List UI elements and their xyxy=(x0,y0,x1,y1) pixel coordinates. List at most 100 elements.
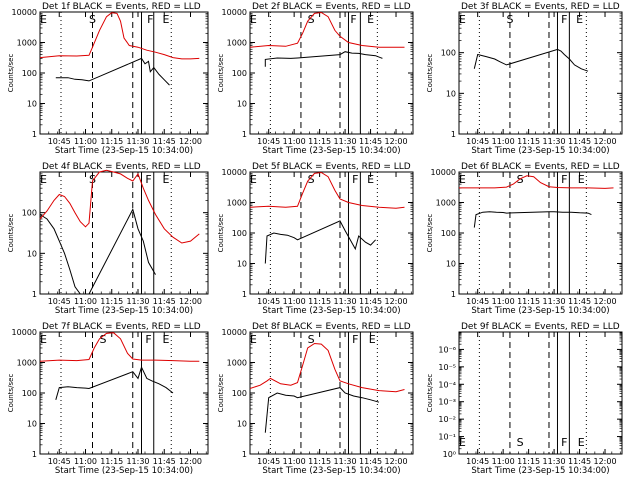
marker-e: E xyxy=(367,13,374,26)
plot-frame xyxy=(249,331,414,455)
y-tick-label: 10⁻⁶ xyxy=(438,345,456,354)
y-tick-label: 100 xyxy=(22,209,37,218)
panel-title: Det 2f BLACK = Events, RED = LLD xyxy=(252,2,411,12)
series-events xyxy=(55,365,174,400)
x-tick-label: 11:30 xyxy=(334,457,357,466)
x-tick-label: 11:00 xyxy=(492,297,515,306)
series-lld xyxy=(249,11,405,48)
y-axis-label: Counts/sec xyxy=(217,214,225,253)
panel-det-5: Det 5f BLACK = Events, RED = LLD 1 10 100 10… xyxy=(217,162,414,316)
panel-det-7: Det 7f BLACK = Events, RED = LLD 1 10 100 10… xyxy=(7,322,209,476)
marker-e: E xyxy=(250,173,257,186)
y-tick-label: 10 xyxy=(446,260,456,269)
x-tick-label: 11:45 xyxy=(153,137,176,146)
marker-e: E xyxy=(459,436,466,449)
y-tick-label: 10 xyxy=(446,89,456,98)
marker-e: E xyxy=(367,173,374,186)
x-tick-label: 11:45 xyxy=(153,297,176,306)
x-tick-label: 12:00 xyxy=(179,297,202,306)
series-events xyxy=(55,57,170,86)
marker-f: F xyxy=(147,13,153,26)
series-events xyxy=(473,211,592,228)
plot-frame xyxy=(458,11,623,135)
y-tick-label: 1 xyxy=(32,450,37,459)
marker-s: S xyxy=(517,436,524,449)
marker-e: E xyxy=(578,173,585,186)
x-tick-label: 10:45 xyxy=(466,457,489,466)
series-events xyxy=(39,208,156,295)
y-tick-label: 100 xyxy=(441,229,456,238)
x-tick-label: 10:45 xyxy=(48,457,71,466)
x-tick-label: 11:45 xyxy=(568,457,591,466)
marker-f: F xyxy=(145,333,151,346)
marker-e: E xyxy=(163,333,170,346)
y-tick-label: 1000 xyxy=(227,199,247,208)
x-tick-label: 11:00 xyxy=(74,457,97,466)
y-axis-label: Counts/sec xyxy=(426,54,434,93)
marker-f: F xyxy=(561,173,567,186)
x-tick-label: 10:45 xyxy=(257,457,280,466)
x-tick-label: 12:00 xyxy=(593,137,616,146)
x-tick-label: 12:00 xyxy=(179,137,202,146)
panel-det-6: Det 6f BLACK = Events, RED = LLD 1 10 100 10… xyxy=(426,162,623,316)
marker-s: S xyxy=(100,333,107,346)
series-lld xyxy=(249,171,405,209)
panel-det-9: Det 9f BLACK = Events, RED = LLD 10⁰ 10⁻¹ 1… xyxy=(426,322,623,476)
series-events xyxy=(264,220,376,264)
x-tick-label: 11:15 xyxy=(308,457,331,466)
y-tick-label: 1 xyxy=(451,130,456,139)
y-tick-label: 10 xyxy=(27,100,37,109)
x-tick-label: 11:15 xyxy=(100,457,123,466)
marker-s: S xyxy=(308,173,315,186)
x-axis-label: Start Time (23-Sep-15 10:34:00) xyxy=(262,306,400,316)
y-axis-label: Counts/sec xyxy=(7,54,15,93)
x-tick-label: 11:00 xyxy=(283,297,306,306)
marker-e: E xyxy=(578,436,585,449)
x-tick-label: 11:30 xyxy=(334,137,357,146)
x-tick-label: 11:45 xyxy=(359,457,382,466)
y-tick-label: 10⁻¹ xyxy=(438,433,456,442)
series-lld xyxy=(249,342,405,393)
y-axis-label: Counts/sec xyxy=(426,214,434,253)
x-tick-label: 12:00 xyxy=(593,457,616,466)
y-tick-label: 10000 xyxy=(222,8,247,17)
x-tick-label: 11:00 xyxy=(283,457,306,466)
x-tick-label: 10:45 xyxy=(257,297,280,306)
y-tick-label: 100 xyxy=(232,69,247,78)
marker-e: E xyxy=(163,173,170,186)
series-events xyxy=(473,48,589,72)
x-tick-label: 11:15 xyxy=(517,137,540,146)
y-tick-label: 100 xyxy=(22,69,37,78)
x-tick-label: 11:00 xyxy=(74,297,97,306)
x-tick-label: 11:30 xyxy=(543,297,566,306)
series-events xyxy=(264,387,380,433)
x-tick-label: 11:30 xyxy=(543,137,566,146)
y-tick-label: 1 xyxy=(242,290,247,299)
y-tick-label: 10000 xyxy=(12,8,37,17)
x-tick-label: 12:00 xyxy=(384,137,407,146)
x-tick-label: 10:45 xyxy=(48,297,71,306)
marker-e: E xyxy=(369,333,376,346)
y-tick-label: 1 xyxy=(242,450,247,459)
x-tick-label: 11:15 xyxy=(308,137,331,146)
y-axis-label: Counts/sec xyxy=(7,214,15,253)
panel-title: Det 8f BLACK = Events, RED = LLD xyxy=(252,322,411,332)
panel-det-4: Det 4f BLACK = Events, RED = LLD 1 10 100 10… xyxy=(7,162,209,316)
series-lld xyxy=(459,175,614,189)
x-axis-label: Start Time (23-Sep-15 10:34:00) xyxy=(471,466,609,476)
marker-e: E xyxy=(459,173,466,186)
series-lld xyxy=(39,332,200,362)
marker-e: E xyxy=(250,13,257,26)
marker-e: E xyxy=(40,13,47,26)
marker-f: F xyxy=(561,13,567,26)
marker-s: S xyxy=(517,173,524,186)
x-tick-label: 11:15 xyxy=(517,457,540,466)
marker-s: S xyxy=(308,13,315,26)
marker-f: F xyxy=(352,173,358,186)
marker-e: E xyxy=(250,333,257,346)
plot-frame xyxy=(458,331,623,455)
x-tick-label: 12:00 xyxy=(384,297,407,306)
y-tick-label: 10000 xyxy=(12,328,37,337)
y-tick-label: 1000 xyxy=(17,39,37,48)
x-tick-label: 11:00 xyxy=(74,137,97,146)
